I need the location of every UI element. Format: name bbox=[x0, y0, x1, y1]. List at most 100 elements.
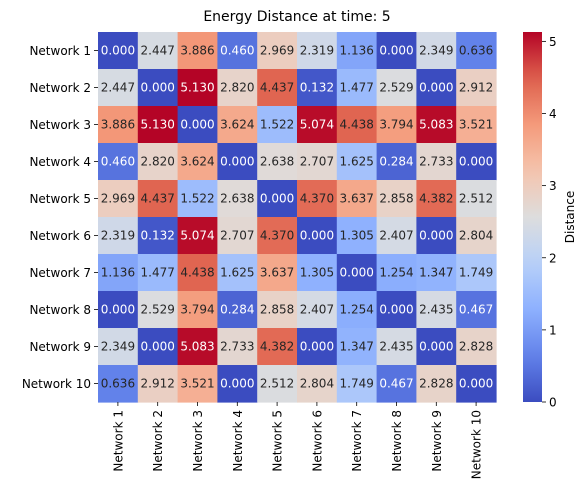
row-tick-label: Network 6 bbox=[29, 229, 91, 243]
heatmap-cell bbox=[257, 143, 298, 181]
colorbar-tick-label: 1 bbox=[549, 323, 557, 337]
heatmap-cell bbox=[217, 143, 258, 181]
cell-value-label: 0.000 bbox=[260, 192, 294, 206]
cell-value-label: 1.136 bbox=[340, 44, 374, 58]
heatmap-cell bbox=[137, 328, 179, 366]
heatmap-cell bbox=[137, 106, 179, 144]
cell-value-label: 2.969 bbox=[260, 44, 294, 58]
heatmap-cell bbox=[456, 254, 497, 292]
cell-value-label: 0.460 bbox=[220, 44, 254, 58]
heatmap-cell bbox=[137, 217, 179, 255]
row-tick-labels: Network 1 Network 2 Network 3 Network 4 Netw… bbox=[22, 44, 98, 391]
heatmap-cell bbox=[456, 217, 497, 255]
cell-value-label: 4.438 bbox=[340, 118, 374, 132]
cell-value-label: 1.305 bbox=[340, 229, 374, 243]
heatmap-cell bbox=[98, 217, 139, 255]
cell-value-label: 2.828 bbox=[459, 340, 493, 354]
cell-value-label: 2.512 bbox=[459, 192, 493, 206]
heatmap-cell bbox=[376, 328, 417, 366]
heatmap-cell bbox=[98, 365, 139, 403]
cell-value-label: 1.749 bbox=[459, 266, 493, 280]
cell-value-label: 2.858 bbox=[379, 192, 413, 206]
column-tick-labels: Network 1 Network 2 Network 3 Network 4 Netw… bbox=[111, 402, 484, 479]
cell-value-label: 0.000 bbox=[419, 229, 453, 243]
heatmap-cell bbox=[177, 69, 218, 107]
cell-value-label: 1.522 bbox=[260, 118, 294, 132]
cell-value-label: 3.794 bbox=[379, 118, 413, 132]
heatmap-cell bbox=[98, 291, 139, 329]
cell-value-label: 4.370 bbox=[300, 192, 334, 206]
cell-value-label: 1.305 bbox=[300, 266, 334, 280]
cell-value-label: 2.828 bbox=[419, 377, 453, 391]
cell-value-label: 2.512 bbox=[260, 377, 294, 391]
heatmap-cell bbox=[336, 217, 378, 255]
cell-value-label: 4.437 bbox=[260, 81, 294, 95]
column-tick-label: Network 5 bbox=[271, 410, 285, 472]
cell-value-label: 2.435 bbox=[419, 303, 453, 317]
heatmap-cell bbox=[456, 106, 497, 144]
heatmap-cell bbox=[217, 69, 258, 107]
heatmap-cell bbox=[217, 32, 258, 70]
cell-value-label: 2.349 bbox=[101, 340, 135, 354]
heatmap-cell bbox=[177, 365, 218, 403]
cell-value-label: 0.000 bbox=[101, 44, 135, 58]
cell-value-label: 4.382 bbox=[419, 192, 453, 206]
colorbar-tick-label: 0 bbox=[549, 396, 557, 410]
cell-value-label: 0.132 bbox=[300, 81, 334, 95]
heatmap-cell bbox=[297, 365, 338, 403]
cell-value-label: 4.370 bbox=[260, 229, 294, 243]
cell-value-label: 3.886 bbox=[180, 44, 214, 58]
heatmap-cell bbox=[98, 254, 139, 292]
cell-value-label: 1.347 bbox=[340, 340, 374, 354]
heatmap-cell bbox=[98, 69, 139, 107]
cell-value-label: 3.886 bbox=[101, 118, 135, 132]
heatmap-cell bbox=[257, 328, 298, 366]
cell-value-label: 3.637 bbox=[340, 192, 374, 206]
cell-value-label: 0.000 bbox=[419, 340, 453, 354]
colorbar: 0 1 2 3 4 5 Distance bbox=[523, 32, 577, 410]
heatmap-cell bbox=[297, 69, 338, 107]
cell-value-label: 0.636 bbox=[101, 377, 135, 391]
cell-value-label: 2.638 bbox=[260, 155, 294, 169]
heatmap-cell bbox=[336, 180, 378, 218]
heatmap-cell bbox=[456, 32, 497, 70]
cell-value-label: 0.467 bbox=[379, 377, 413, 391]
cell-value-label: 4.438 bbox=[180, 266, 214, 280]
heatmap-cell bbox=[416, 69, 457, 107]
row-tick-label: Network 3 bbox=[29, 118, 91, 132]
cell-value-label: 5.083 bbox=[180, 340, 214, 354]
cell-value-label: 2.858 bbox=[260, 303, 294, 317]
heatmap-cell bbox=[257, 365, 298, 403]
heatmap-cell bbox=[336, 328, 378, 366]
heatmap-cell bbox=[376, 217, 417, 255]
heatmap-cell bbox=[456, 365, 497, 403]
cell-value-label: 1.347 bbox=[419, 266, 453, 280]
cell-value-label: 0.467 bbox=[459, 303, 493, 317]
cell-value-label: 1.254 bbox=[340, 303, 374, 317]
cell-value-label: 2.912 bbox=[141, 377, 175, 391]
cell-value-label: 2.349 bbox=[419, 44, 453, 58]
cell-value-label: 0.000 bbox=[180, 118, 214, 132]
heatmap-cell bbox=[257, 32, 298, 70]
heatmap-cell bbox=[416, 32, 457, 70]
heatmap-cell bbox=[177, 106, 218, 144]
cell-value-label: 0.000 bbox=[459, 155, 493, 169]
row-tick-label: Network 9 bbox=[29, 340, 91, 354]
row-tick-label: Network 8 bbox=[29, 303, 91, 317]
cell-value-label: 2.733 bbox=[220, 340, 254, 354]
cell-value-label: 1.477 bbox=[340, 81, 374, 95]
cell-value-label: 2.407 bbox=[379, 229, 413, 243]
column-tick-label: Network 7 bbox=[350, 410, 364, 472]
row-tick-label: Network 10 bbox=[22, 377, 91, 391]
heatmap-cell bbox=[336, 143, 378, 181]
colorbar-gradient bbox=[523, 32, 542, 402]
row-tick-label: Network 2 bbox=[29, 81, 91, 95]
heatmap-cell bbox=[217, 254, 258, 292]
cell-value-label: 2.319 bbox=[101, 229, 135, 243]
cell-value-label: 2.707 bbox=[220, 229, 254, 243]
heatmap-cell bbox=[98, 106, 139, 144]
cell-value-label: 0.000 bbox=[300, 229, 334, 243]
heatmap-cell bbox=[297, 32, 338, 70]
heatmap-cell bbox=[376, 69, 417, 107]
cell-value-label: 2.447 bbox=[141, 44, 175, 58]
